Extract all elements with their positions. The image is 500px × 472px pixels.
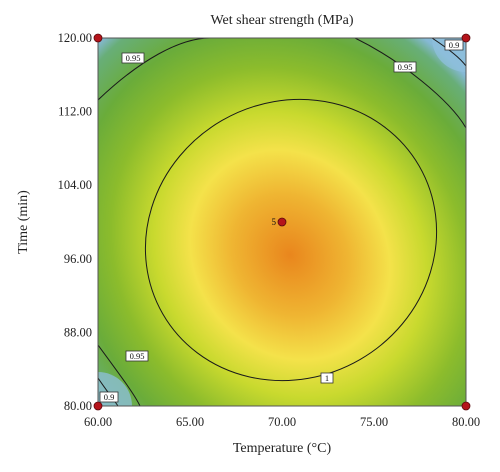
y-tick-label: 96.00 — [64, 252, 92, 266]
contour-label-095-top: 0.95 — [121, 52, 145, 64]
design-point — [93, 401, 103, 411]
y-tick-label: 120.00 — [58, 31, 92, 45]
contour-label-text: 0.95 — [130, 351, 145, 361]
contour-label-09-top: 0.9 — [444, 39, 464, 51]
plot-frame — [97, 37, 467, 407]
design-point — [461, 33, 471, 43]
y-tick-label: 112.00 — [58, 105, 92, 119]
contour-label-1: 1 — [320, 372, 334, 384]
design-points: 5 — [93, 33, 471, 411]
y-axis-title: Time (min) — [16, 190, 31, 254]
y-tick-label: 104.00 — [58, 178, 92, 192]
contour-label-text: 0.95 — [398, 62, 413, 72]
contour-line-1 — [144, 98, 438, 382]
contour-label-text: 0.9 — [104, 392, 115, 402]
x-tick-label: 65.00 — [176, 415, 204, 429]
contour-line-095-upper — [98, 38, 466, 129]
x-tick-label: 75.00 — [360, 415, 388, 429]
contour-label-text: 0.9 — [449, 40, 460, 50]
contour-line-09-top — [431, 38, 466, 67]
x-tick-label: 70.00 — [268, 415, 296, 429]
contour-label-09-bottom: 0.9 — [99, 391, 119, 403]
chart-title: Wet shear strength (MPa) — [210, 13, 353, 28]
contour-label-text: 1 — [325, 373, 329, 383]
contour-label-095-right: 0.95 — [393, 61, 417, 73]
x-tick-label: 80.00 — [452, 415, 480, 429]
design-point — [93, 33, 103, 43]
y-tick-label: 80.00 — [64, 399, 92, 413]
contour-label-095-bottom: 0.95 — [125, 350, 149, 362]
y-axis-ticks: 80.00 88.00 96.00 104.00 112.00 120.00 — [58, 31, 92, 413]
x-axis-ticks: 60.00 65.00 70.00 75.00 80.00 — [84, 415, 480, 429]
contour-line-095-lower — [98, 344, 141, 406]
design-point — [461, 401, 471, 411]
contour-label-text: 0.95 — [126, 53, 141, 63]
y-tick-label: 88.00 — [64, 325, 92, 339]
x-tick-label: 60.00 — [84, 415, 112, 429]
design-point-label: 5 — [272, 217, 277, 227]
x-axis-title: Temperature (°C) — [233, 441, 332, 456]
design-point — [277, 217, 287, 227]
